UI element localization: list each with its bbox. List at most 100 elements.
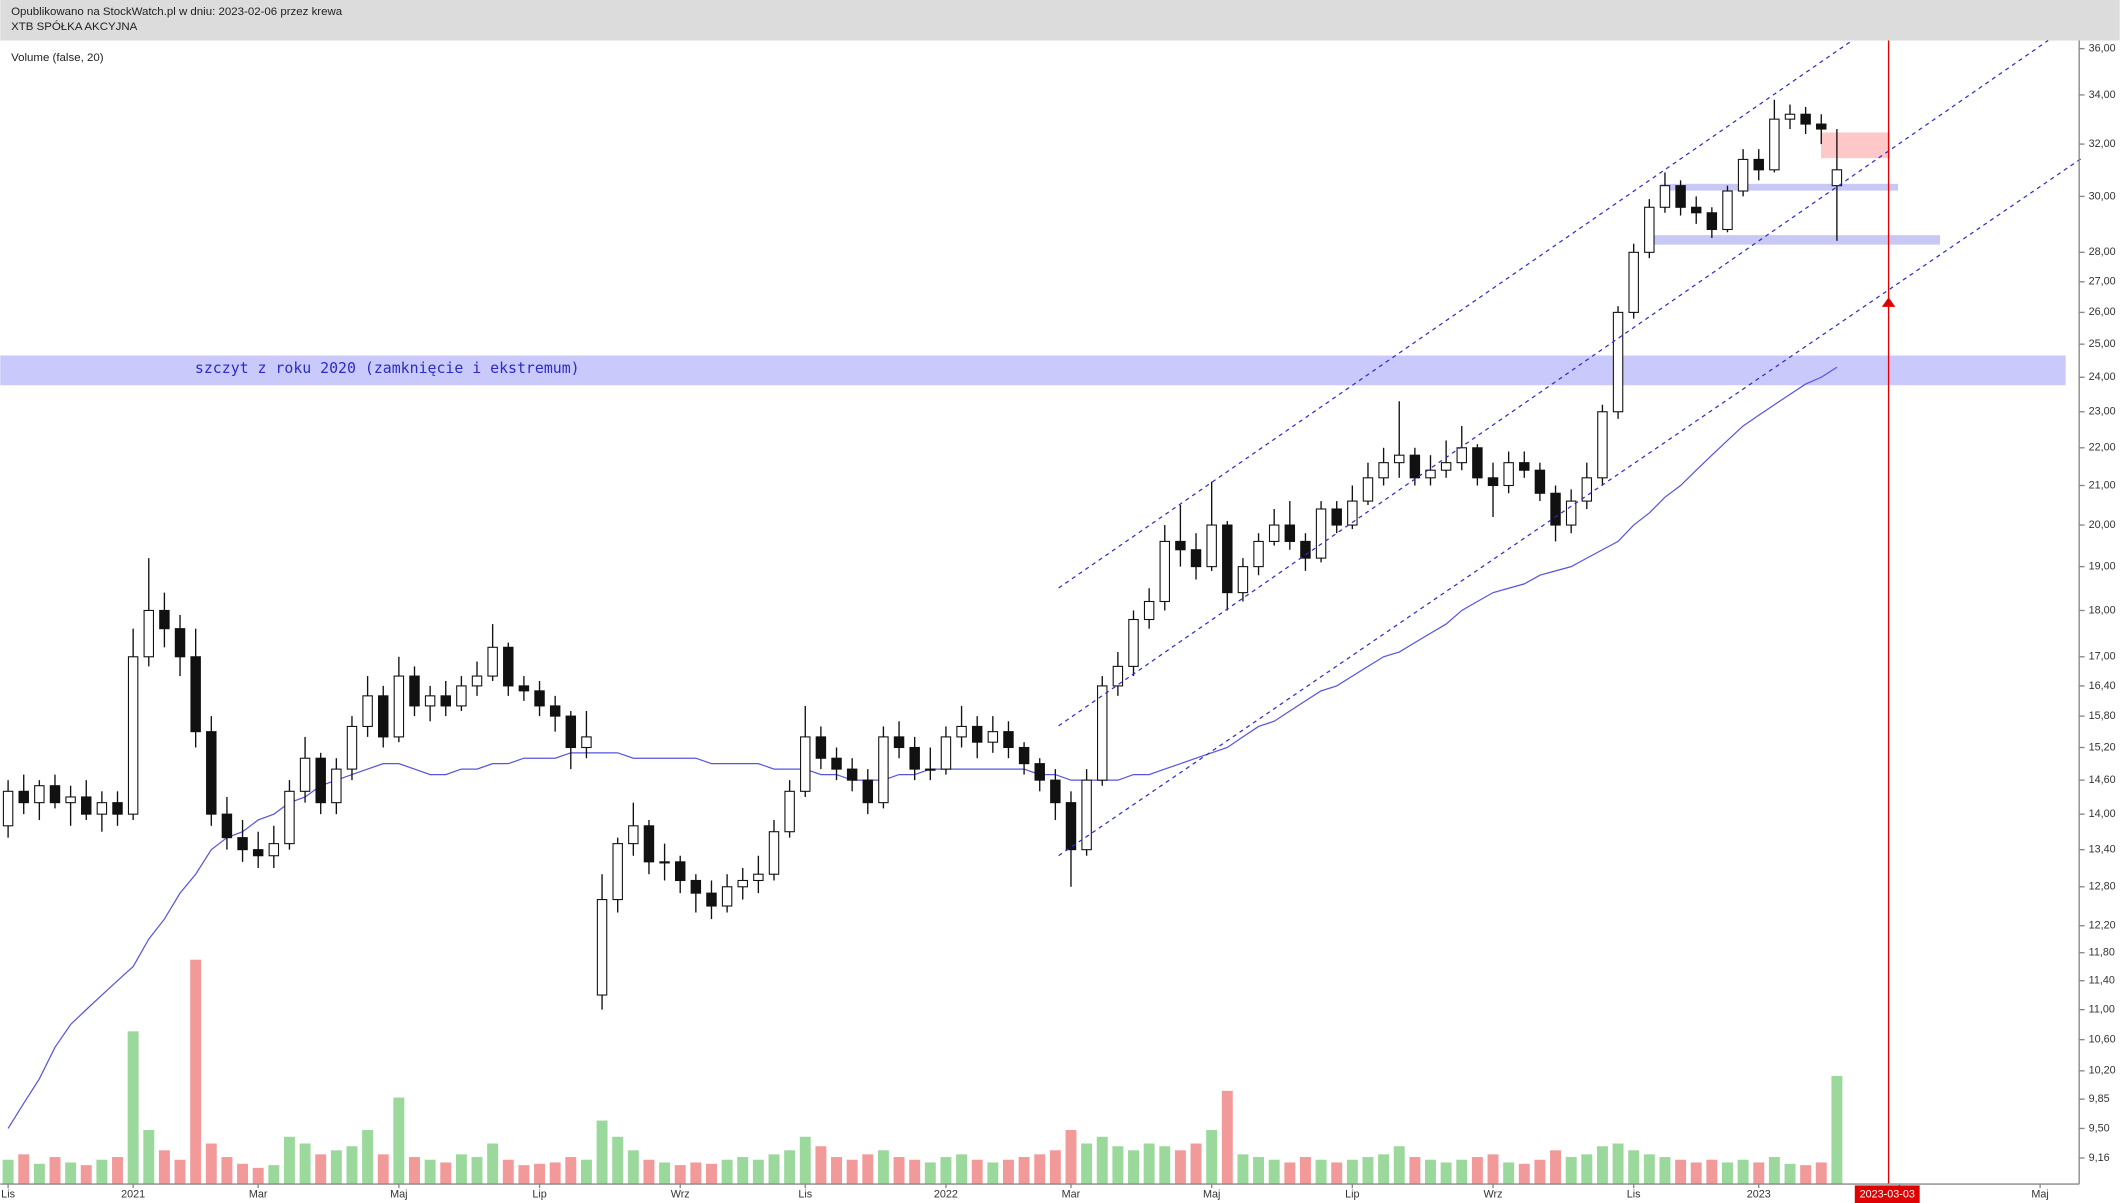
y-tick-label: 27,00 xyxy=(2089,276,2116,288)
volume-bar xyxy=(1253,1157,1265,1185)
candle-body xyxy=(1487,477,1499,487)
volume-bar xyxy=(1284,1162,1296,1185)
volume-bar xyxy=(518,1165,530,1185)
volume-bar xyxy=(1159,1146,1171,1185)
candle-body xyxy=(1190,549,1202,568)
volume-bar xyxy=(2,1159,14,1185)
candle-body xyxy=(596,899,608,996)
plot xyxy=(2,99,1843,1185)
candle-body xyxy=(362,695,373,727)
candle-body xyxy=(1003,731,1014,749)
candle-body xyxy=(49,785,61,804)
candle-body xyxy=(1284,524,1296,542)
y-tick-label: 15,80 xyxy=(2089,710,2116,722)
volume-bar xyxy=(534,1163,546,1185)
volume-bar xyxy=(33,1163,45,1185)
candle-body xyxy=(299,757,311,792)
volume-bar xyxy=(1112,1146,1124,1185)
candle-body xyxy=(1800,113,1811,125)
candle-body xyxy=(1550,492,1561,526)
candle-body xyxy=(1722,190,1733,231)
y-tick-label: 32,00 xyxy=(2089,138,2116,150)
candle-body xyxy=(690,879,702,894)
volume-bar xyxy=(455,1154,467,1185)
candle-body xyxy=(1472,447,1483,479)
candle-body xyxy=(1425,469,1436,479)
candle-body xyxy=(409,675,420,707)
candle-body xyxy=(18,790,29,804)
marker-triangle xyxy=(1881,297,1896,307)
volume-bar xyxy=(1128,1150,1139,1185)
candle-body xyxy=(1065,802,1077,851)
instrument-name: XTB SPÓŁKA AKCYJNA xyxy=(11,20,138,33)
volume-bar xyxy=(1800,1165,1812,1185)
candle-body xyxy=(940,736,952,770)
y-tick-label: 22,00 xyxy=(2089,442,2116,454)
zone-label: szczyt z roku 2020 (zamknięcie i ekstrem… xyxy=(195,359,580,377)
volume-bar xyxy=(1659,1157,1671,1185)
volume-bar xyxy=(971,1159,983,1185)
supply-zone xyxy=(1820,132,1890,159)
volume-bar xyxy=(65,1162,77,1185)
candle-body xyxy=(456,685,467,707)
volume-bar xyxy=(1612,1143,1624,1185)
volume-bar xyxy=(1550,1150,1562,1185)
volume-bar xyxy=(1299,1157,1311,1185)
volume-bar xyxy=(1425,1159,1436,1185)
volume-bar xyxy=(721,1159,733,1185)
zones xyxy=(0,132,2066,386)
candle-body xyxy=(753,873,764,882)
volume-bar xyxy=(205,1143,217,1185)
candle-body xyxy=(737,879,748,888)
volume-bar xyxy=(1081,1143,1093,1185)
candle-body xyxy=(1409,454,1421,479)
volume-bar xyxy=(346,1146,358,1185)
x-tick-label: Wrz xyxy=(671,1189,690,1201)
candle-body xyxy=(1690,206,1702,214)
volume-bar xyxy=(893,1157,905,1185)
candle-body xyxy=(878,736,889,804)
candle-body xyxy=(1394,454,1405,464)
volume-bar xyxy=(1596,1146,1608,1185)
candle-body xyxy=(1081,779,1092,851)
y-tick-label: 19,00 xyxy=(2089,560,2116,572)
candle-body xyxy=(1519,462,1530,471)
volume-bar xyxy=(1815,1162,1827,1185)
candle-body xyxy=(815,736,827,759)
candle-body xyxy=(1237,566,1249,594)
volume-bar xyxy=(1315,1159,1327,1185)
volume-bar xyxy=(393,1097,405,1185)
volume-bar xyxy=(1628,1150,1640,1185)
candle-body xyxy=(174,628,186,658)
volume-bar xyxy=(1018,1157,1030,1185)
candle-body xyxy=(159,609,170,630)
y-tick-label: 36,00 xyxy=(2089,42,2116,54)
candle-body xyxy=(534,690,545,707)
candle-body xyxy=(1097,685,1108,781)
candle-body xyxy=(721,886,733,907)
candle-body xyxy=(1362,477,1374,502)
volume-bar xyxy=(96,1159,108,1185)
candle-body xyxy=(1018,746,1030,765)
candle-body xyxy=(471,675,483,687)
candle-body xyxy=(1253,540,1264,568)
volume-bar xyxy=(565,1157,577,1185)
candle-body xyxy=(1628,251,1639,313)
candle-body xyxy=(2,790,14,827)
candle-body xyxy=(768,831,780,875)
candle-body xyxy=(1456,447,1467,464)
x-tick-label: Lip xyxy=(1345,1189,1359,1201)
volume-bar xyxy=(784,1150,796,1185)
volume-bar xyxy=(190,959,202,1185)
x-tick-label: Lis xyxy=(1627,1189,1641,1201)
candle-body xyxy=(1347,500,1358,526)
y-tick-label: 17,00 xyxy=(2089,651,2116,663)
volume-bar xyxy=(877,1150,889,1185)
volume-bar xyxy=(440,1162,452,1185)
y-tick-label: 9,85 xyxy=(2089,1093,2110,1105)
volume-bar xyxy=(1440,1162,1452,1185)
volume-bar xyxy=(1065,1130,1077,1185)
candle-body xyxy=(315,757,326,804)
resistance-zone xyxy=(0,355,2066,386)
